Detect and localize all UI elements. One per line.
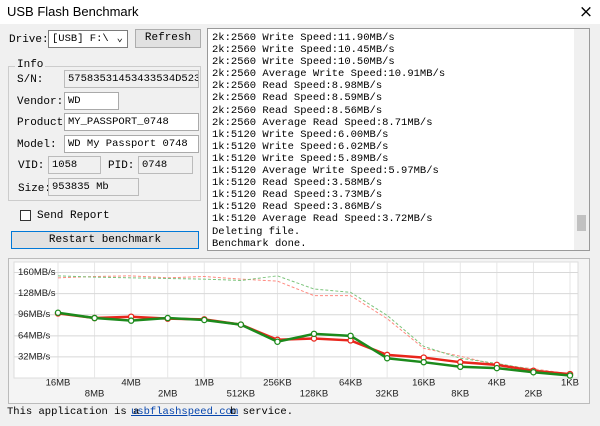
status-link[interactable]: usbflashspeed.com — [131, 406, 239, 418]
field-label: PID: — [108, 160, 135, 172]
y-tick-label: 128MB/s — [18, 288, 56, 299]
x-tick-label: 128KB — [300, 389, 329, 400]
field-label: S/N: — [17, 74, 44, 86]
x-tick-label: 32KB — [376, 389, 399, 400]
log-line: 2k:2560 Write Speed:11.90MB/s — [212, 32, 395, 44]
x-tick-label: 16MB — [46, 378, 71, 389]
drive-value: [USB] F:\ — [52, 33, 109, 45]
log-line: 1k:5120 Average Read Speed:3.72MB/s — [212, 213, 433, 226]
field-value: 0748 — [138, 156, 193, 174]
log-line: Ended at 2017/1/6 0:25:06 — [212, 250, 585, 251]
log-line: 1k:5120 Write Speed:6.02MB/s — [212, 140, 389, 153]
point — [310, 330, 318, 338]
field-value: 1058 — [48, 156, 101, 174]
log-line: 2k:2560 Write Speed:10.50MB/s — [212, 56, 395, 69]
point — [201, 316, 208, 324]
field-label: Vendor: — [17, 96, 64, 108]
x-tick-label: 8KB — [451, 389, 469, 400]
field-label: Model: — [17, 139, 57, 151]
field-label: VID: — [18, 160, 45, 172]
series-line — [57, 275, 571, 375]
log-line: Deleting file. — [212, 225, 301, 238]
point — [127, 317, 135, 324]
point — [347, 332, 354, 340]
close-button[interactable]: × — [578, 2, 594, 22]
point — [91, 314, 98, 322]
log-box: 2k:2560 Write Speed:11.90MB/s 2k:2560 Wri… — [207, 28, 590, 251]
restart-button[interactable]: Restart benchmark — [11, 231, 199, 249]
drive-label: Drive: — [9, 34, 49, 46]
series-line — [57, 275, 571, 375]
log-line: 1k:5120 Write Speed:5.89MB/s — [212, 152, 389, 165]
window-title: USB Flash Benchmark — [7, 4, 139, 19]
point — [530, 369, 537, 376]
refresh-button[interactable]: Refresh — [135, 29, 201, 48]
point — [493, 364, 501, 372]
field-label: Product: — [17, 117, 70, 129]
status-text: This application is a — [7, 406, 140, 418]
log-line: 1k:5120 Read Speed:3.73MB/s — [212, 189, 383, 202]
x-tick-label: 64KB — [339, 378, 362, 389]
log-line: 1k:5120 Read Speed:3.86MB/s — [212, 201, 383, 214]
point — [457, 363, 464, 371]
log-line: 2k:2560 Write Speed:10.45MB/s — [212, 44, 395, 57]
log-line: 2k:2560 Read Speed:8.56MB/s — [212, 104, 383, 117]
info-title: Info — [15, 59, 46, 71]
point — [237, 321, 245, 328]
log-line: 1k:5120 Average Write Speed:5.97MB/s — [212, 165, 439, 178]
scroll-thumb[interactable] — [577, 215, 586, 231]
field-value: WD — [64, 92, 119, 110]
y-tick-label: 160MB/s — [18, 267, 56, 278]
log-line: 1k:5120 Write Speed:6.00MB/s — [212, 128, 389, 141]
point — [274, 338, 281, 346]
field-value: WD My Passport 0748 — [64, 135, 199, 153]
y-tick-label: 64MB/s — [18, 330, 50, 341]
drop-arrow: ⌄ — [116, 33, 123, 45]
log-line: 2k:2560 Read Speed:8.98MB/s — [212, 80, 383, 93]
x-tick-label: 16KB — [412, 378, 435, 389]
y-tick-label: 32MB/s — [18, 351, 50, 362]
x-tick-label: 4MB — [121, 378, 141, 389]
log-line: 1k:5120 Read Speed:3.58MB/s — [212, 177, 383, 190]
field-value: MY_PASSPORT_0748 — [64, 113, 199, 131]
point — [383, 354, 391, 362]
field-label: Size: — [18, 183, 52, 195]
x-tick-label: 256KB — [263, 378, 292, 389]
field-value: 953835 Mb — [48, 178, 139, 196]
title-bar: USB Flash Benchmark × — [0, 0, 600, 24]
log-line: 2k:2560 Average Write Speed:10.91MB/s — [212, 68, 446, 81]
point — [566, 372, 574, 379]
info-group — [8, 66, 201, 201]
chart: 16MB 8MB 4MB 2MB 1MB 512KB 256KB 128KB 64KB 32KB 1… — [8, 258, 590, 404]
x-tick-label: 1KB — [561, 378, 579, 389]
scrollbar[interactable] — [574, 29, 589, 250]
x-tick-label: 1MB — [195, 378, 215, 389]
x-tick-label: 4KB — [488, 378, 506, 389]
status-tail: b service. — [230, 406, 294, 418]
log-line: Benchmark done. — [212, 237, 307, 250]
point — [420, 358, 427, 366]
x-tick-label: 2KB — [524, 389, 542, 400]
log-line: 2k:2560 Read Speed:8.59MB/s — [212, 92, 383, 105]
point — [54, 309, 62, 317]
y-tick-label: 96MB/s — [18, 309, 50, 320]
x-tick-label: 2MB — [158, 389, 178, 400]
point — [164, 314, 171, 322]
field-value: 57583531453433534D523034 — [64, 70, 199, 88]
send-report-label: Send Report — [37, 210, 110, 222]
checkbox[interactable] — [20, 210, 31, 221]
drive-select[interactable]: [USB] F:\ ⌄ — [48, 30, 128, 48]
plot-area — [13, 261, 579, 379]
x-tick-label: 8MB — [85, 389, 105, 400]
x-tick-label: 512KB — [227, 389, 256, 400]
log-line: 2k:2560 Average Read Speed:8.71MB/s — [212, 116, 433, 129]
